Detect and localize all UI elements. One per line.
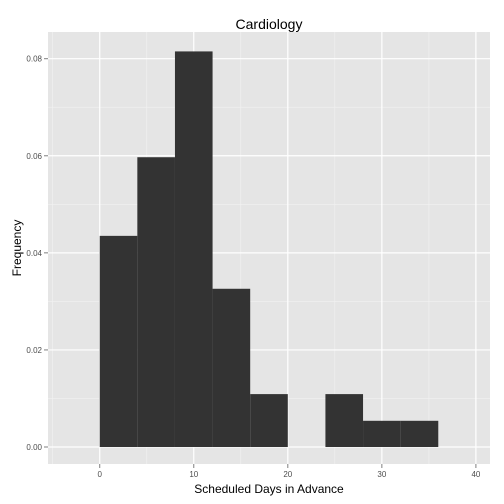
histogram-bar (137, 157, 175, 448)
y-tick-label: 0.04 (26, 249, 42, 258)
y-tick-label: 0.00 (26, 443, 42, 452)
y-tick-label: 0.06 (26, 152, 42, 161)
minor-gridlines (48, 32, 490, 464)
x-tick-label: 10 (189, 470, 198, 479)
chart-title: Cardiology (236, 16, 303, 32)
y-tick-label: 0.08 (26, 55, 42, 64)
histogram-bar (325, 394, 364, 448)
histogram-bar (174, 51, 213, 448)
y-axis-title: Frequency (10, 220, 24, 277)
x-axis-title: Scheduled Days in Advance (194, 482, 344, 496)
x-tick-label: 0 (97, 470, 102, 479)
histogram-bar (99, 235, 138, 448)
x-axis-ticks: 0 10 20 30 40 (97, 464, 481, 479)
x-tick-label: 30 (377, 470, 386, 479)
y-axis-ticks: 0.00 0.02 0.04 0.06 0.08 (26, 55, 48, 452)
x-tick-label: 40 (471, 470, 480, 479)
histogram-bar (363, 420, 401, 448)
x-tick-label: 20 (283, 470, 292, 479)
histogram-bar (212, 288, 251, 448)
histogram-bars (99, 51, 439, 448)
histogram-bar (400, 420, 439, 448)
histogram-bar (250, 394, 288, 448)
y-tick-label: 0.02 (26, 346, 42, 355)
